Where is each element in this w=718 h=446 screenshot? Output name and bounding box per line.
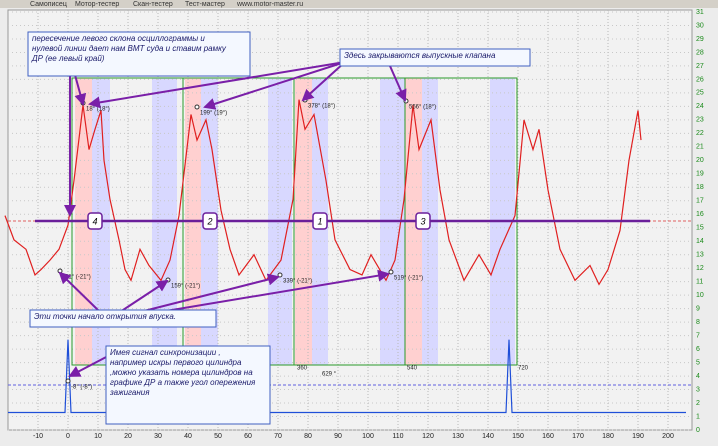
frame-label: 540 [407,366,418,372]
y-tick-label: 15 [696,225,704,232]
x-tick-label: 100 [362,433,374,440]
y-tick-label: 25 [696,90,704,97]
x-tick-label: 170 [572,433,584,440]
point-label: 519° (-21°) [394,276,423,282]
cylinder-label: 3 [420,216,425,226]
point-label: 18° (18°) [86,107,110,113]
cylinder-box [202,212,218,230]
arrows [58,61,407,377]
x-tick-label: 110 [392,433,403,440]
x-tick-label: 80 [304,433,312,440]
y-tick-label: 12 [696,265,704,272]
x-tick-label: 10 [94,433,102,440]
x-tick-label: 20 [124,433,132,440]
annotation: пересечение левого склона осциллограммы … [31,34,227,63]
y-tick-label: 21 [696,144,704,151]
annotation-box [339,48,531,67]
y-tick-label: 23 [696,117,704,124]
y-tick-label: 0 [696,427,700,434]
point-marker [57,268,63,274]
tab: Самописец [30,1,67,8]
y-tick-label: 17 [696,198,704,205]
y-tick-label: 10 [696,292,704,299]
x-tick-label: 120 [422,433,434,440]
y-tick-label: 8 [696,319,700,326]
y-tick-label: 18 [696,184,704,191]
x-tick-label: 190 [632,433,644,440]
x-tick-label: 60 [244,433,252,440]
x-tick-label: 180 [602,433,614,440]
point-label: 556° (18°) [409,105,436,111]
annotation: Имея сигнал синхронизации , например искр… [109,348,256,397]
y-tick-label: 20 [696,157,704,164]
tab-bar [0,0,718,8]
x-tick-label: 0 [66,433,70,440]
x-tick-label: -10 [33,433,43,440]
y-tick-label: 27 [696,63,704,70]
x-tick-label: 150 [512,433,524,440]
tab: Тест-мастер [185,1,225,8]
x-tick-label: 130 [452,433,464,440]
y-tick-label: 3 [696,386,700,393]
y-tick-label: 13 [696,252,704,259]
point-label: -21° (-21°) [63,275,91,281]
point-label: 339° (-21°) [283,279,312,285]
y-tick-label: 26 [696,76,704,83]
x-tick-label: 40 [184,433,192,440]
y-tick-label: 14 [696,238,704,245]
y-tick-label: 31 [696,9,704,16]
x-tick-label: 140 [482,433,494,440]
frame-label: 720 [518,366,529,372]
cylinder-box [312,212,328,230]
y-tick-label: 4 [696,373,700,380]
y-tick-label: 11 [696,279,703,286]
frame-label: 360 [297,366,308,372]
annotation-box [105,345,271,425]
annotation: Эти точки начало открытия впуска. [34,312,176,321]
point-label: 378° (18°) [308,104,335,110]
y-tick-label: 30 [696,22,704,29]
point-marker [65,378,71,384]
y-tick-label: 2 [696,400,700,407]
series-line [8,339,686,414]
x-tick-label: 90 [334,433,342,440]
tab: Скан-тестер [133,1,173,8]
frame-label: 629 ° [322,372,337,378]
annotation: Здесь закрываются выпускные клапана [344,51,496,60]
point-label: -8° (-8°) [71,385,92,391]
annotation-box [27,31,251,77]
cylinder-box [415,212,431,230]
y-tick-label: 9 [696,305,700,312]
cylinder-label: 4 [92,216,97,226]
series-line [4,99,642,286]
y-tick-label: 24 [696,103,704,110]
x-tick-label: 70 [274,433,282,440]
point-marker [194,104,200,110]
cylinder-box [87,212,103,230]
cylinder-label: 1 [317,216,322,226]
x-tick-label: 200 [662,433,674,440]
y-tick-label: 22 [696,130,704,137]
y-tick-label: 6 [696,346,700,353]
point-marker [388,269,394,275]
point-marker [277,272,283,278]
tab: Мотор-тестер [75,1,119,8]
y-tick-label: 19 [696,171,704,178]
tab: www.motor-master.ru [236,1,303,8]
annotation-box [29,309,217,328]
y-tick-label: 1 [696,413,700,420]
x-tick-label: 160 [542,433,554,440]
cylinder-label: 2 [206,216,212,226]
y-tick-label: 5 [696,359,700,366]
y-tick-label: 7 [696,332,700,339]
point-label: 199° (19°) [200,111,227,117]
x-tick-label: 30 [154,433,162,440]
y-tick-label: 28 [696,49,704,56]
y-tick-label: 29 [696,36,704,43]
x-tick-label: 50 [214,433,222,440]
y-tick-label: 16 [696,211,704,218]
point-label: 159° (-21°) [171,284,200,290]
